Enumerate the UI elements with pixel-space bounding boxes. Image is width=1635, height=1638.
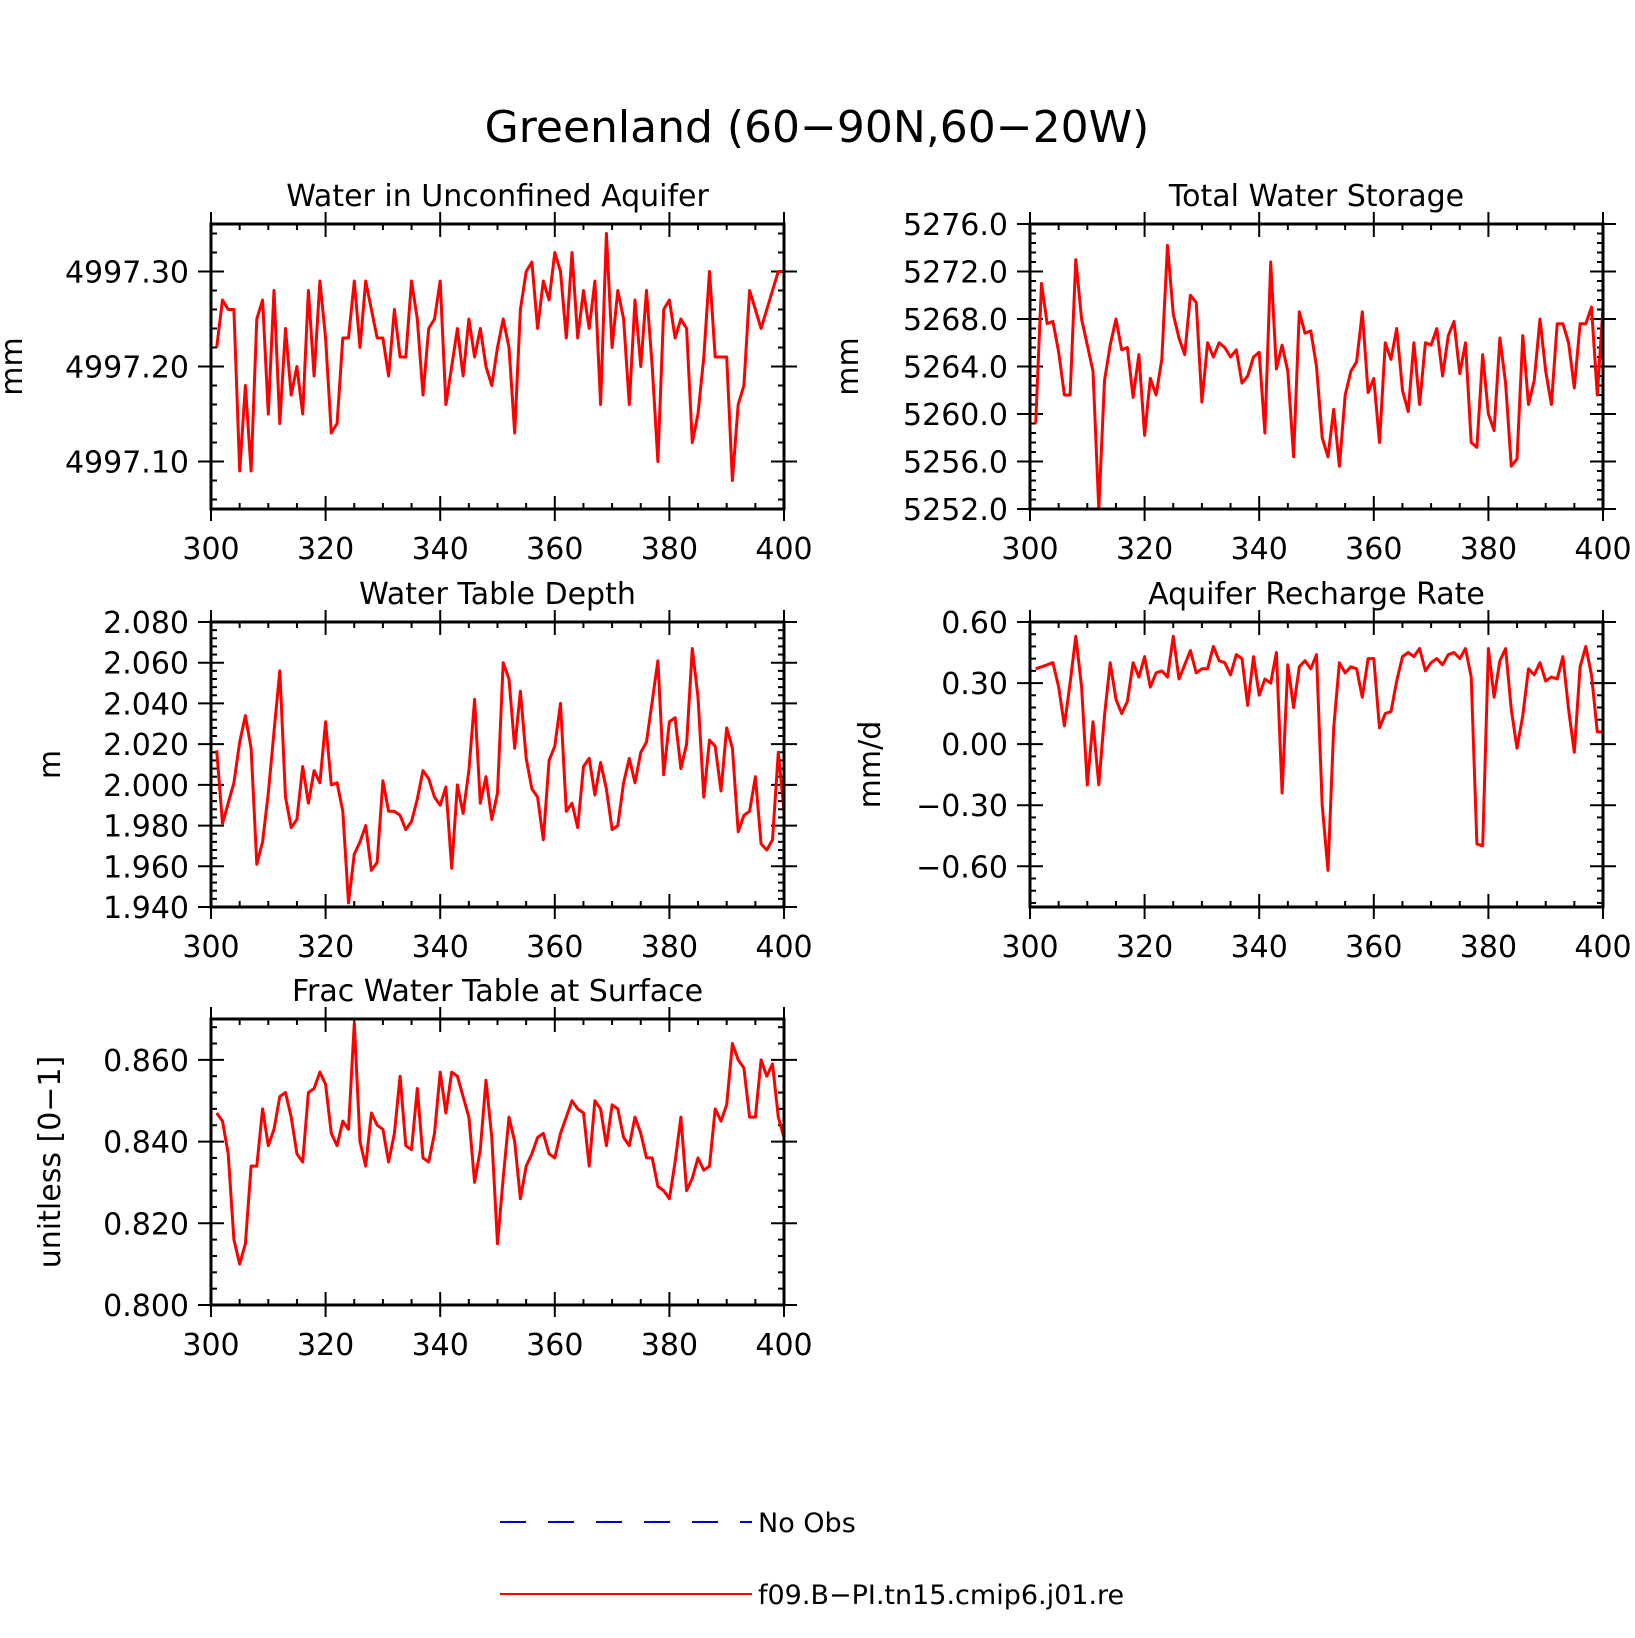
x-tick-label: 380	[641, 532, 698, 567]
y-axis-label: unitless [0−1]	[33, 1056, 68, 1268]
x-tick-label: 400	[755, 930, 812, 965]
y-axis-label: m	[33, 750, 68, 779]
y-tick-label: 0.840	[103, 1126, 189, 1161]
y-tick-label: 1.980	[103, 810, 189, 845]
y-tick-label: 0.800	[103, 1289, 189, 1324]
y-tick-label: 0.820	[103, 1207, 189, 1242]
x-tick-label: 320	[297, 532, 354, 567]
y-tick-label: 5276.0	[903, 208, 1008, 243]
panel-title: Aquifer Recharge Rate	[1148, 577, 1485, 612]
x-tick-label: 380	[641, 1328, 698, 1363]
y-tick-label: 4997.10	[65, 446, 189, 481]
y-tick-label: 4997.30	[65, 256, 189, 291]
plot-frame	[1028, 222, 1605, 511]
x-tick-label: 400	[755, 532, 812, 567]
y-tick-label: 5256.0	[903, 446, 1008, 481]
series-line-1	[215, 232, 784, 482]
y-tick-label: 0.30	[941, 667, 1008, 702]
x-tick-label: 340	[412, 532, 469, 567]
y-tick-label: 0.60	[941, 606, 1008, 641]
panel-title: Water in Unconfined Aquifer	[286, 179, 709, 214]
y-axis-label: mm	[831, 337, 866, 395]
panel-5: Frac Water Table at Surface 0.800 0.820 0.8…	[33, 974, 813, 1363]
x-tick-label: 360	[1345, 930, 1402, 965]
x-tick-label: 360	[526, 532, 583, 567]
x-tick-label: 300	[1001, 532, 1058, 567]
panel-title: Total Water Storage	[1168, 179, 1464, 214]
panel-1: Water in Unconfined Aquifer 4997.10 4997.2…	[0, 179, 813, 567]
y-tick-label: −0.30	[916, 789, 1008, 824]
y-tick-label: 5260.0	[903, 398, 1008, 433]
y-tick-label: 1.960	[103, 850, 189, 885]
plot-frame	[209, 222, 786, 511]
y-tick-label: 1.940	[103, 891, 189, 926]
x-tick-label: 340	[1231, 532, 1288, 567]
y-axis-label: mm	[0, 337, 30, 395]
x-tick-label: 400	[755, 1328, 812, 1363]
x-tick-label: 380	[641, 930, 698, 965]
x-tick-label: 380	[1460, 930, 1517, 965]
x-tick-label: 300	[182, 930, 239, 965]
y-tick-label: 2.000	[103, 769, 189, 804]
x-tick-label: 380	[1460, 532, 1517, 567]
y-tick-label: 5268.0	[903, 303, 1008, 338]
series-line-1	[215, 1021, 784, 1266]
y-tick-label: 4997.20	[65, 351, 189, 386]
legend-model-label: f09.B−PI.tn15.cmip6.j01.re	[758, 1580, 1124, 1611]
series-line-1	[1035, 634, 1603, 872]
x-tick-label: 340	[412, 930, 469, 965]
figure-title: Greenland (60−90N,60−20W)	[485, 102, 1150, 153]
legend: No Obs f09.B−PI.tn15.cmip6.j01.re	[500, 1508, 1124, 1611]
panel-2: Total Water Storage 5252.0 5256.0 5260.0 526…	[831, 179, 1632, 567]
plot-frame	[209, 620, 786, 909]
y-tick-label: 2.040	[103, 687, 189, 722]
x-tick-label: 320	[1116, 930, 1173, 965]
y-tick-label: 0.860	[103, 1044, 189, 1079]
y-tick-label: 2.080	[103, 606, 189, 641]
panel-3: Water Table Depth 1.940 1.960 1.980 2.000 2.0…	[33, 577, 813, 965]
x-tick-label: 320	[1116, 532, 1173, 567]
panel-title: Frac Water Table at Surface	[292, 974, 703, 1009]
panel-title: Water Table Depth	[359, 577, 636, 612]
plot-frame	[209, 1017, 786, 1307]
series-line-1	[215, 647, 784, 905]
y-tick-label: 5272.0	[903, 256, 1008, 291]
panels: Water in Unconfined Aquifer 4997.10 4997.2…	[0, 179, 1632, 1363]
x-tick-label: 340	[412, 1328, 469, 1363]
x-tick-label: 340	[1231, 930, 1288, 965]
x-tick-label: 320	[297, 930, 354, 965]
y-tick-label: −0.60	[916, 850, 1008, 885]
y-tick-label: 0.00	[941, 728, 1008, 763]
panel-4: Aquifer Recharge Rate −0.60 −0.30 0.00 0.30 0…	[853, 577, 1632, 965]
legend-obs-label: No Obs	[758, 1508, 856, 1539]
x-tick-label: 300	[182, 1328, 239, 1363]
y-tick-label: 2.060	[103, 647, 189, 682]
x-tick-label: 300	[1001, 930, 1058, 965]
x-tick-label: 360	[526, 1328, 583, 1363]
x-tick-label: 400	[1574, 532, 1631, 567]
x-tick-label: 400	[1574, 930, 1631, 965]
y-tick-label: 2.020	[103, 728, 189, 763]
x-tick-label: 300	[182, 532, 239, 567]
x-tick-label: 320	[297, 1328, 354, 1363]
y-axis-label: mm/d	[853, 721, 888, 809]
series-line-1	[1034, 243, 1603, 509]
y-tick-label: 5252.0	[903, 493, 1008, 528]
y-tick-label: 5264.0	[903, 351, 1008, 386]
plot-frame	[1028, 620, 1605, 909]
x-tick-label: 360	[1345, 532, 1402, 567]
x-tick-label: 360	[526, 930, 583, 965]
